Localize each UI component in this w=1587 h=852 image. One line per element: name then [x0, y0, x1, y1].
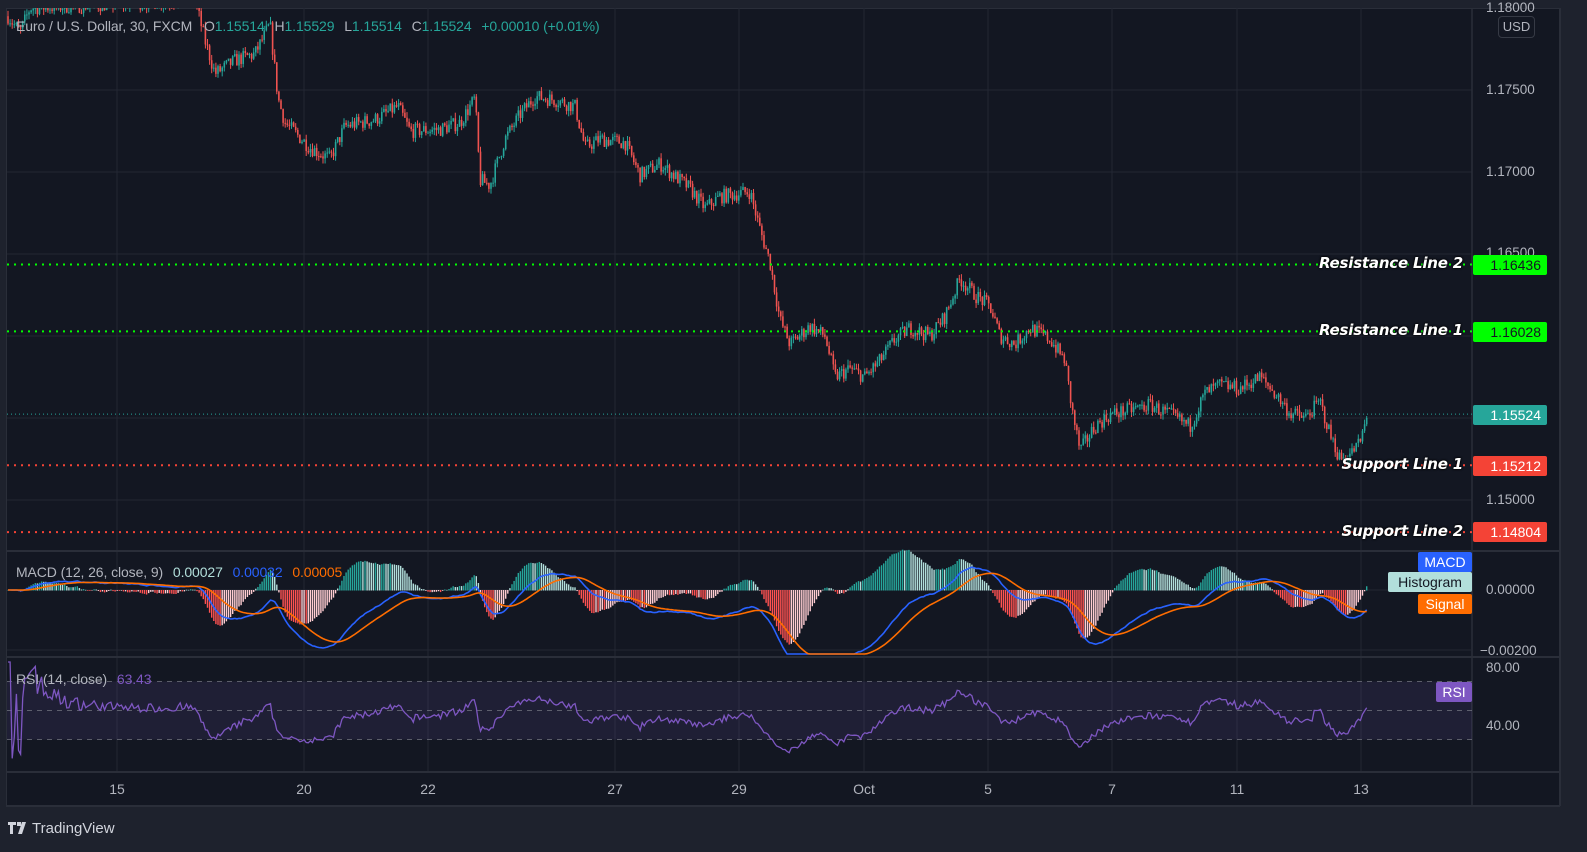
- rsi-axis-tick: 80.00: [1486, 660, 1520, 675]
- time-tick: Oct: [853, 781, 875, 797]
- macd-axis-tick: 0.00000: [1486, 582, 1535, 597]
- symbol-title: Euro / U.S. Dollar, 30, FXCM: [16, 18, 193, 34]
- support-1-price-tag: 1.15212: [1473, 456, 1547, 476]
- resistance-2-price-tag: 1.16436: [1473, 255, 1547, 275]
- tradingview-logo-icon: [8, 821, 26, 834]
- change-value: +0.00010 (+0.01%): [481, 18, 600, 34]
- price-tick: 1.18000: [1486, 0, 1535, 15]
- rsi-legend[interactable]: RSI (14, close) 63.43: [16, 671, 152, 687]
- macd-axis-tick: −0.00200: [1480, 643, 1537, 658]
- macd-legend[interactable]: MACD (12, 26, close, 9) 0.00027 0.00032 …: [16, 564, 342, 580]
- support-2-price-tag: 1.14804: [1473, 522, 1547, 542]
- rsi-value: 63.43: [116, 671, 152, 687]
- symbol-legend[interactable]: Euro / U.S. Dollar, 30, FXCM O1.15514 H1…: [16, 18, 600, 34]
- rsi-tag: RSI: [1436, 682, 1472, 702]
- tradingview-logo[interactable]: TradingView: [8, 820, 115, 837]
- resistance-1-price-tag: 1.16028: [1473, 322, 1547, 342]
- macd-tag: MACD: [1418, 552, 1472, 572]
- high-value: 1.15529: [284, 18, 335, 34]
- high-label: H: [274, 18, 285, 34]
- time-tick: 27: [607, 781, 623, 797]
- rsi-axis-tick: 40.00: [1486, 718, 1520, 733]
- time-tick: 7: [1108, 781, 1116, 797]
- time-tick: 13: [1353, 781, 1369, 797]
- currency-badge[interactable]: USD: [1498, 16, 1535, 38]
- current-price-tag: 1.15524: [1473, 405, 1547, 425]
- open-value: 1.15514: [214, 18, 265, 34]
- rsi-title: RSI (14, close): [16, 671, 108, 687]
- resistance-1-label[interactable]: Resistance Line 1: [1318, 321, 1463, 339]
- close-value: 1.15524: [421, 18, 472, 34]
- price-tick: 1.15000: [1486, 492, 1535, 507]
- close-label: C: [411, 18, 422, 34]
- low-label: L: [344, 18, 352, 34]
- support-2-label[interactable]: Support Line 2: [1341, 522, 1464, 540]
- support-1-label[interactable]: Support Line 1: [1341, 455, 1464, 473]
- time-tick: 29: [731, 781, 747, 797]
- time-tick: 22: [420, 781, 436, 797]
- signal-tag: Signal: [1418, 594, 1472, 614]
- time-tick: 11: [1229, 781, 1245, 797]
- brand-name: TradingView: [32, 820, 115, 837]
- price-tick: 1.17500: [1486, 82, 1535, 97]
- time-tick: 5: [984, 781, 992, 797]
- macd-signal-value: 0.00005: [292, 564, 343, 580]
- resistance-2-label[interactable]: Resistance Line 2: [1318, 254, 1463, 272]
- histogram-tag: Histogram: [1388, 572, 1472, 592]
- price-tick: 1.17000: [1486, 164, 1535, 179]
- time-tick: 15: [109, 781, 125, 797]
- time-tick: 20: [296, 781, 312, 797]
- macd-line-value: 0.00032: [232, 564, 283, 580]
- chart-area[interactable]: [6, 8, 1560, 806]
- low-value: 1.15514: [351, 18, 402, 34]
- macd-histogram-value: 0.00027: [172, 564, 223, 580]
- open-label: O: [203, 18, 215, 34]
- macd-title: MACD (12, 26, close, 9): [16, 564, 164, 580]
